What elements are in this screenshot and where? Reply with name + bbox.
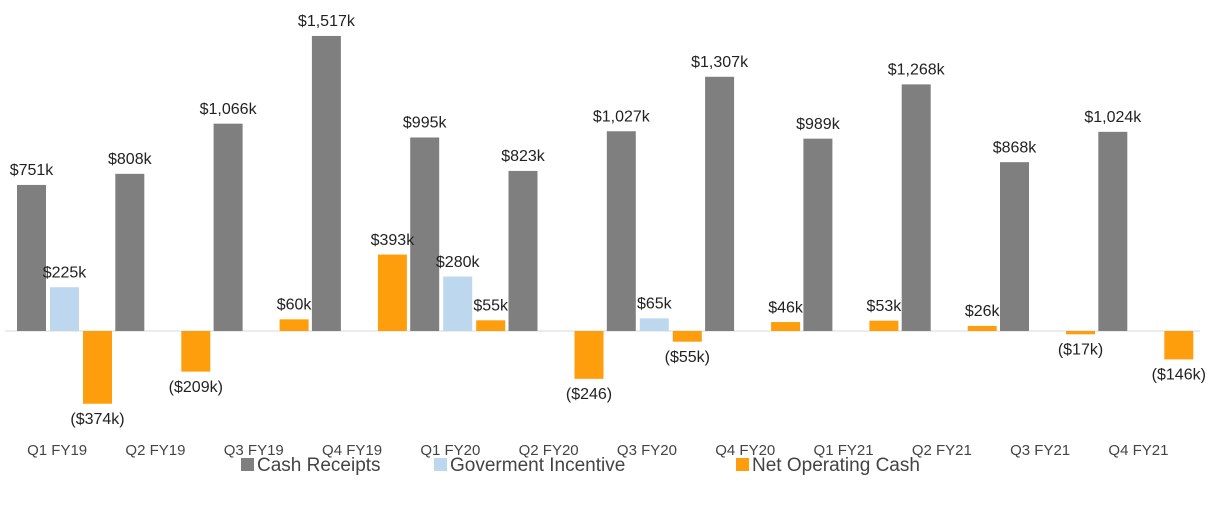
data-label: $1,066k — [200, 101, 258, 118]
x-tick-label: Q1 FY20 — [420, 442, 480, 459]
x-tick-label: Q1 FY19 — [27, 442, 87, 459]
x-tick-label: Q4 FY20 — [715, 442, 775, 459]
bar — [508, 170, 538, 331]
legend-swatch — [736, 458, 749, 471]
x-tick-label: Q3 FY21 — [1010, 442, 1070, 459]
bar — [869, 320, 899, 331]
bar — [476, 320, 506, 331]
bar — [1066, 331, 1095, 335]
data-label: ($146k) — [1152, 367, 1206, 384]
bar — [115, 173, 145, 331]
legend-label: Cash Receipts — [257, 455, 381, 476]
x-tick-label: Q2 FY21 — [912, 442, 972, 459]
data-label: $995k — [403, 115, 448, 132]
legend-label: Goverment Incentive — [450, 455, 625, 476]
data-label: $808k — [108, 151, 153, 168]
data-label: $1,517k — [298, 13, 356, 30]
bar — [803, 138, 833, 331]
bar — [50, 287, 79, 331]
data-label: $1,268k — [888, 62, 946, 79]
data-label: $280k — [436, 254, 481, 271]
legend-swatch — [241, 458, 254, 471]
data-label: $60k — [277, 297, 313, 314]
data-label: ($209k) — [169, 379, 223, 396]
data-label: $55k — [473, 298, 509, 315]
x-tick-label: Q1 FY21 — [814, 442, 874, 459]
data-label: $1,027k — [593, 108, 651, 125]
data-label: $26k — [965, 303, 1001, 320]
bar — [639, 318, 669, 331]
bar — [181, 331, 211, 372]
bar — [311, 35, 341, 331]
data-label: $46k — [768, 299, 804, 316]
bar — [83, 331, 112, 404]
bar — [377, 254, 407, 331]
data-label: ($246) — [566, 386, 612, 403]
data-label: ($374k) — [70, 411, 124, 428]
bar — [901, 84, 931, 332]
data-label: ($17k) — [1058, 342, 1103, 359]
bar — [1000, 162, 1029, 331]
data-label: ($55k) — [665, 349, 710, 366]
x-tick-label: Q4 FY19 — [322, 442, 382, 459]
data-label: $1,307k — [691, 54, 749, 71]
data-label: $225k — [43, 264, 88, 281]
x-tick-label: Q3 FY19 — [224, 442, 284, 459]
x-tick-label: Q2 FY19 — [125, 442, 185, 459]
bar — [213, 123, 243, 332]
x-tick-label: Q3 FY20 — [617, 442, 677, 459]
bar — [410, 137, 440, 331]
bar — [443, 276, 473, 331]
x-tick-label: Q4 FY21 — [1108, 442, 1168, 459]
bar — [1164, 331, 1194, 360]
bar — [279, 319, 309, 331]
data-label: $53k — [867, 298, 903, 315]
bar — [771, 322, 801, 331]
data-label: $868k — [993, 139, 1038, 156]
legend-swatch — [434, 458, 447, 471]
legend-label: Net Operating Cash — [752, 455, 920, 476]
bar — [1098, 131, 1128, 331]
bar — [705, 76, 735, 331]
x-tick-label: Q2 FY20 — [519, 442, 579, 459]
data-label: $823k — [501, 148, 546, 165]
bar — [574, 331, 604, 379]
data-label: $989k — [796, 116, 841, 133]
bar — [17, 184, 46, 331]
data-label: $1,024k — [1084, 109, 1142, 126]
data-label: $65k — [637, 296, 673, 313]
data-label: $751k — [10, 162, 55, 179]
bar — [606, 131, 636, 331]
bar — [672, 331, 702, 342]
data-label: $393k — [371, 232, 416, 249]
bar — [967, 325, 997, 331]
